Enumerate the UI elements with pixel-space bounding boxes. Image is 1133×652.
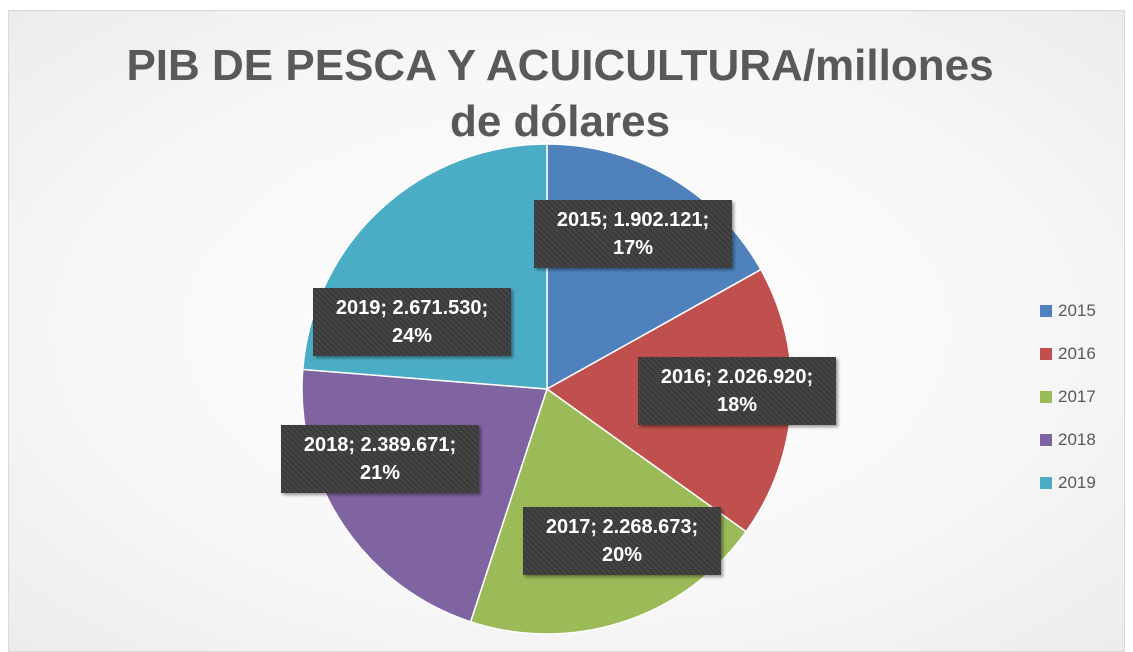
legend-swatch xyxy=(1040,348,1052,360)
chart-title: PIB DE PESCA Y ACUICULTURA/millones de d… xyxy=(126,41,994,146)
data-label: 2017; 2.268.673; 20% xyxy=(523,507,721,575)
data-label: 2016; 2.026.920; 18% xyxy=(638,357,836,425)
legend-label: 2015 xyxy=(1058,301,1096,320)
legend-entry: 2016 xyxy=(1040,344,1096,364)
legend-entry: 2018 xyxy=(1040,430,1096,450)
legend-entry: 2015 xyxy=(1040,301,1096,321)
legend-label: 2018 xyxy=(1058,430,1096,449)
legend-entry: 2019 xyxy=(1040,473,1096,493)
data-label: 2019; 2.671.530; 24% xyxy=(313,288,511,356)
legend-swatch xyxy=(1040,305,1052,317)
page: {"chart_data": {"type": "pie", "title": … xyxy=(8,10,1125,652)
legend-entry: 2017 xyxy=(1040,387,1096,407)
data-label: 2018; 2.389.671; 21% xyxy=(281,425,479,493)
legend-label: 2016 xyxy=(1058,344,1096,363)
legend-swatch xyxy=(1040,477,1052,489)
legend-swatch xyxy=(1040,434,1052,446)
legend-label: 2019 xyxy=(1058,473,1096,492)
data-label: 2015; 1.902.121; 17% xyxy=(534,200,732,268)
legend-label: 2017 xyxy=(1058,387,1096,406)
legend-swatch xyxy=(1040,391,1052,403)
